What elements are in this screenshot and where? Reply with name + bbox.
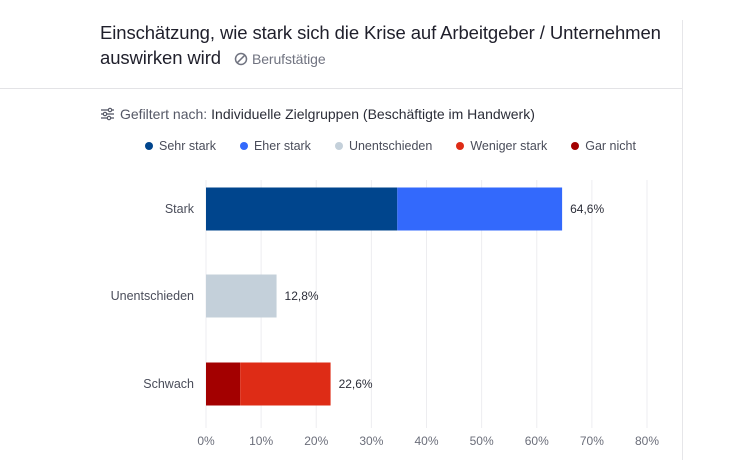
category-label: Schwach bbox=[143, 377, 194, 391]
legend-dot-icon bbox=[145, 142, 153, 150]
legend-item[interactable]: Gar nicht bbox=[571, 139, 636, 153]
legend-item[interactable]: Sehr stark bbox=[145, 139, 216, 153]
x-tick-label: 20% bbox=[304, 434, 328, 448]
legend-label: Gar nicht bbox=[585, 139, 636, 153]
legend-item[interactable]: Eher stark bbox=[239, 139, 311, 153]
legend-dot-icon bbox=[571, 142, 580, 150]
data-label: 22,6% bbox=[339, 377, 373, 391]
legend-dot-icon bbox=[334, 142, 343, 150]
title-text: Einschätzung, wie stark sich die Krise a… bbox=[100, 22, 661, 68]
sliders-icon bbox=[101, 107, 114, 121]
audience-tag[interactable]: Berufstätige bbox=[234, 51, 326, 67]
x-tick-label: 40% bbox=[414, 434, 438, 448]
x-tick-label: 60% bbox=[525, 434, 549, 448]
legend-dot-icon bbox=[456, 142, 465, 150]
bar-segment[interactable] bbox=[206, 274, 277, 318]
x-tick-label: 0% bbox=[197, 434, 215, 448]
data-label: 64,6% bbox=[570, 202, 604, 216]
x-tick-label: 30% bbox=[359, 434, 383, 448]
filter-label: Gefiltert nach: bbox=[120, 106, 208, 122]
category-label: Stark bbox=[165, 202, 195, 216]
bar-segment[interactable] bbox=[240, 362, 331, 406]
legend-item[interactable]: Weniger stark bbox=[456, 139, 547, 153]
block-icon bbox=[234, 52, 248, 66]
bar-segment[interactable] bbox=[206, 362, 241, 406]
bar-segment[interactable] bbox=[397, 187, 563, 231]
legend-label: Unentschieden bbox=[348, 139, 433, 153]
filter-value: Individuelle Zielgruppen (Beschäftigte i… bbox=[211, 106, 535, 122]
chart-title: Einschätzung, wie stark sich die Krise a… bbox=[100, 20, 680, 72]
header-divider bbox=[0, 88, 682, 89]
bar-segment[interactable] bbox=[206, 187, 398, 231]
legend-dot-icon bbox=[239, 142, 248, 150]
audience-tag-label: Berufstätige bbox=[252, 51, 326, 67]
x-tick-label: 80% bbox=[635, 434, 659, 448]
legend-label: Weniger stark bbox=[470, 139, 548, 153]
bar-chart: 0% 10% 20% 30% 40% 50% 60% 70% 80% Stark 64,6% Unen… bbox=[111, 180, 659, 448]
legend-label: Sehr stark bbox=[159, 139, 216, 153]
x-tick-label: 50% bbox=[470, 434, 494, 448]
legend-label: Eher stark bbox=[253, 139, 311, 153]
x-tick-label: 10% bbox=[249, 434, 273, 448]
chart-legend: Sehr stark Eher stark Unentschieden Weniger… bbox=[145, 139, 660, 153]
x-tick-label: 70% bbox=[580, 434, 604, 448]
data-label: 12,8% bbox=[285, 289, 319, 303]
legend-item[interactable]: Unentschieden bbox=[334, 139, 433, 153]
card-border bbox=[682, 20, 683, 460]
category-label: Unentschieden bbox=[111, 289, 194, 303]
filter-info: Gefiltert nach: Individuelle Zielgruppen… bbox=[100, 106, 535, 122]
